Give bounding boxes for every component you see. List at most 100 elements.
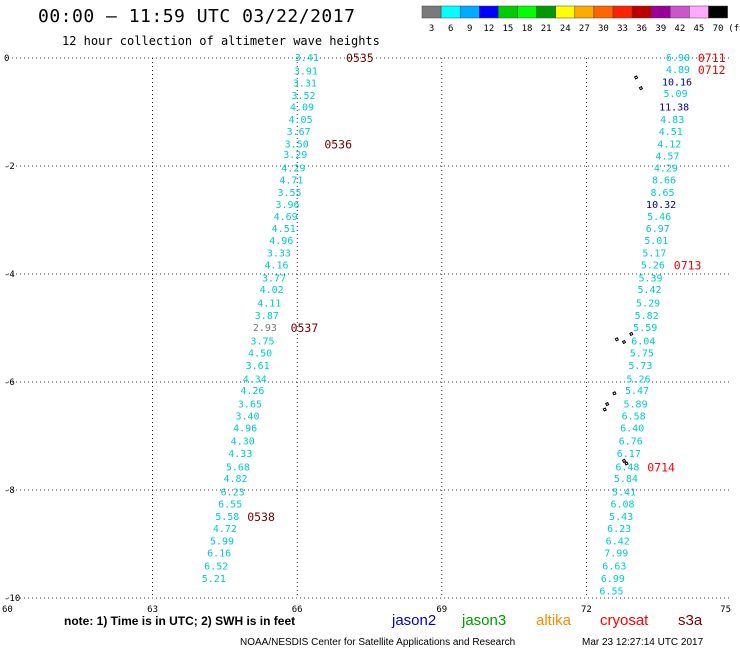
wave-height-point: 4.11 bbox=[257, 299, 281, 310]
wave-height-point: 5.89 bbox=[624, 400, 648, 411]
wave-height-point: 4.33 bbox=[228, 449, 252, 460]
wave-height-point: 5.58 bbox=[215, 512, 239, 523]
wave-height-point: 5.01 bbox=[644, 236, 668, 247]
wave-height-point: 4.02 bbox=[260, 285, 284, 296]
coastline-speck bbox=[612, 391, 617, 396]
colorbar-label: 21 bbox=[541, 24, 552, 34]
wave-height-point: 4.09 bbox=[290, 103, 314, 114]
wave-height-point: 5.47 bbox=[625, 386, 649, 397]
wave-height-point: 6.76 bbox=[619, 436, 643, 447]
wave-height-point: 3.91 bbox=[294, 67, 318, 78]
wave-height-point: 6.63 bbox=[602, 562, 626, 573]
wave-height-point: 5.26 bbox=[641, 260, 665, 271]
x-tick-label: 72 bbox=[581, 605, 592, 615]
wave-height-point: 3.75 bbox=[250, 337, 274, 348]
wave-height-point: 6.99 bbox=[601, 574, 625, 585]
wave-height-point: 10.32 bbox=[646, 200, 676, 211]
wave-height-point: 5.29 bbox=[636, 299, 660, 310]
satellite-legend-jason3: jason3 bbox=[461, 612, 506, 629]
wave-height-point: 4.57 bbox=[655, 151, 679, 162]
colorbar-label: 36 bbox=[636, 24, 647, 34]
wave-height-point: 5.21 bbox=[202, 574, 226, 585]
wave-height-point: 4.82 bbox=[223, 474, 247, 485]
colorbar-label: 70 bbox=[713, 24, 724, 34]
colorbar-swatch bbox=[440, 5, 461, 19]
wave-height-point: 4.30 bbox=[231, 436, 255, 447]
wave-height-point: 6.17 bbox=[617, 449, 641, 460]
coastline-speck bbox=[602, 407, 607, 412]
y-tick-label: -4 bbox=[4, 270, 15, 280]
colorbar-swatch bbox=[670, 5, 690, 19]
colorbar-label: 30 bbox=[598, 24, 609, 34]
colorbar-swatch bbox=[459, 5, 480, 19]
wave-height-point: 4.71 bbox=[279, 176, 303, 187]
wave-height-point: 8.65 bbox=[651, 188, 675, 199]
coastline-speck bbox=[633, 75, 639, 80]
wave-height-point: 3.67 bbox=[287, 127, 311, 138]
wave-height-point: 3.96 bbox=[276, 200, 300, 211]
wave-height-point: 4.50 bbox=[248, 348, 272, 359]
wave-height-point: 4.51 bbox=[659, 127, 683, 138]
colorbar-label: 18 bbox=[522, 24, 533, 34]
wave-height-point: 2.93 bbox=[253, 323, 277, 334]
wave-height-point: 4.05 bbox=[289, 115, 313, 126]
wave-height-point: 6.90 bbox=[666, 53, 690, 64]
wave-height-point: 3.87 bbox=[255, 311, 279, 322]
pass-time-label: 0535 bbox=[346, 51, 374, 65]
colorbar-label: 12 bbox=[483, 24, 494, 34]
coastline-speck bbox=[624, 461, 629, 466]
wave-height-point: 6.40 bbox=[620, 423, 644, 434]
wave-height-point: 5.68 bbox=[226, 462, 250, 473]
wave-height-point: 6.23 bbox=[221, 488, 245, 499]
satellite-legend-altika: altika bbox=[536, 612, 572, 629]
colorbar-swatch bbox=[421, 5, 442, 19]
colorbar-swatch bbox=[555, 5, 576, 19]
pass-time-label: 0713 bbox=[674, 258, 702, 272]
wave-height-point: 3.61 bbox=[246, 361, 270, 372]
wave-height-point: 4.83 bbox=[660, 115, 684, 126]
wave-height-point: 5.73 bbox=[628, 361, 652, 372]
coastline-speck bbox=[605, 401, 610, 407]
colorbar-label: (ft) bbox=[728, 24, 740, 34]
wave-height-point: 5.41 bbox=[612, 488, 636, 499]
wave-height-point: 5.42 bbox=[637, 285, 661, 296]
wave-height-point: 6.04 bbox=[631, 337, 655, 348]
colorbar-swatch bbox=[612, 5, 633, 19]
chart-subtitle: 12 hour collection of altimeter wave hei… bbox=[62, 34, 380, 48]
coastline-speck bbox=[614, 337, 619, 342]
colorbar-swatch bbox=[631, 5, 652, 19]
wave-height-point: 4.72 bbox=[213, 524, 237, 535]
x-tick-label: 66 bbox=[292, 605, 303, 615]
wave-height-point: 3.65 bbox=[238, 400, 262, 411]
colorbar-swatch bbox=[708, 5, 728, 19]
wave-height-point: 6.16 bbox=[207, 549, 231, 560]
x-tick-label: 69 bbox=[436, 605, 447, 615]
wave-height-point: 4.89 bbox=[666, 65, 690, 76]
wave-height-point: 4.16 bbox=[264, 260, 288, 271]
wave-height-point: 4.69 bbox=[274, 212, 298, 223]
wave-height-point: 6.97 bbox=[646, 224, 670, 235]
coastline-speck bbox=[621, 458, 627, 463]
colorbar-swatch bbox=[650, 5, 671, 19]
wave-height-point: 4.34 bbox=[243, 374, 267, 385]
coastline-speck bbox=[638, 86, 644, 91]
wave-height-point: 6.55 bbox=[218, 500, 242, 511]
wave-height-point: 3.55 bbox=[277, 188, 301, 199]
wave-height-point: 3.41 bbox=[295, 53, 319, 64]
wave-height-point: 4.96 bbox=[233, 423, 257, 434]
wave-height-point: 4.29 bbox=[281, 164, 305, 175]
wave-height-point: 5.09 bbox=[664, 89, 688, 100]
wave-height-point: 3.77 bbox=[262, 273, 286, 284]
footer-note: note: 1) Time is in UTC; 2) SWH is in fe… bbox=[64, 614, 295, 628]
colorbar-swatch bbox=[536, 5, 556, 19]
wave-height-point: 6.23 bbox=[607, 524, 631, 535]
pass-time-label: 0538 bbox=[247, 510, 275, 524]
y-tick-label: 0 bbox=[4, 54, 9, 64]
colorbar-label: 15 bbox=[503, 24, 514, 34]
wave-height-point: 3.29 bbox=[283, 150, 307, 161]
wave-height-point: 7.99 bbox=[604, 549, 628, 560]
wave-height-point: 5.26 bbox=[626, 374, 650, 385]
colorbar-label: 3 bbox=[429, 24, 434, 34]
coastline-speck bbox=[629, 331, 634, 337]
